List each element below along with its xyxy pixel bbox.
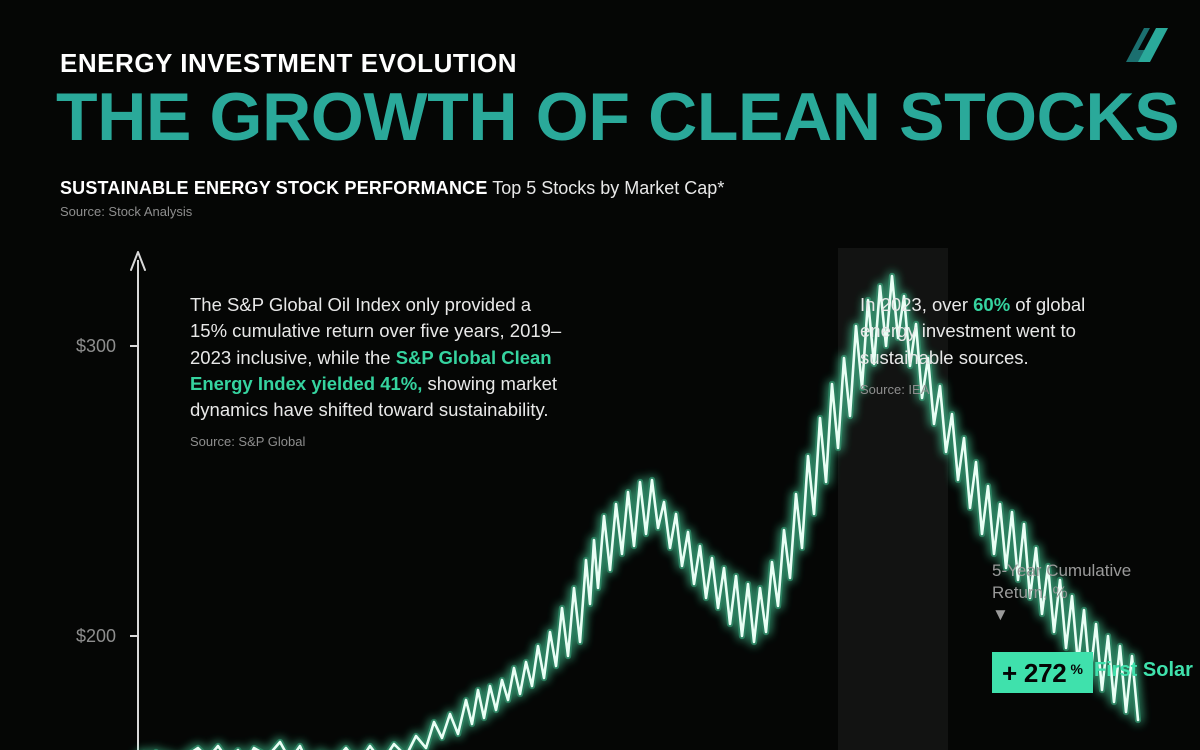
annotation-left: The S&P Global Oil Index only provided a… <box>190 292 568 452</box>
annotation-source: Source: S&P Global <box>190 433 568 451</box>
annotation-source: Source: IEA <box>860 381 1120 399</box>
headline: THE GROWTH OF CLEAN STOCKS <box>56 78 1179 156</box>
source-top: Source: Stock Analysis <box>60 204 192 219</box>
stock-name: First Solar <box>1094 659 1193 682</box>
kicker: ENERGY INVESTMENT EVOLUTION <box>60 48 517 79</box>
return-label-line: 5-Year Cumulative <box>992 560 1131 582</box>
y-tick-label: $200 <box>56 626 116 647</box>
annotation-highlight: 60% <box>973 294 1010 315</box>
return-value: + 272 <box>1002 658 1067 689</box>
y-tick-label: $300 <box>56 336 116 357</box>
chevron-down-icon: ▼ <box>992 604 1131 626</box>
return-badge: + 272% <box>992 652 1093 693</box>
return-unit: % <box>1071 661 1083 677</box>
return-label-line: Return, % <box>992 582 1131 604</box>
subhead-rest: Top 5 Stocks by Market Cap* <box>492 178 724 198</box>
annotation-text: In 2023, over <box>860 294 973 315</box>
return-label: 5-Year Cumulative Return, % ▼ <box>992 560 1131 626</box>
brand-logo <box>1124 26 1170 69</box>
subhead: SUSTAINABLE ENERGY STOCK PERFORMANCE Top… <box>60 178 724 199</box>
subhead-bold: SUSTAINABLE ENERGY STOCK PERFORMANCE <box>60 178 488 198</box>
infographic-canvas: ENERGY INVESTMENT EVOLUTION THE GROWTH O… <box>0 0 1200 750</box>
annotation-right: In 2023, over 60% of global energy inves… <box>860 292 1120 399</box>
